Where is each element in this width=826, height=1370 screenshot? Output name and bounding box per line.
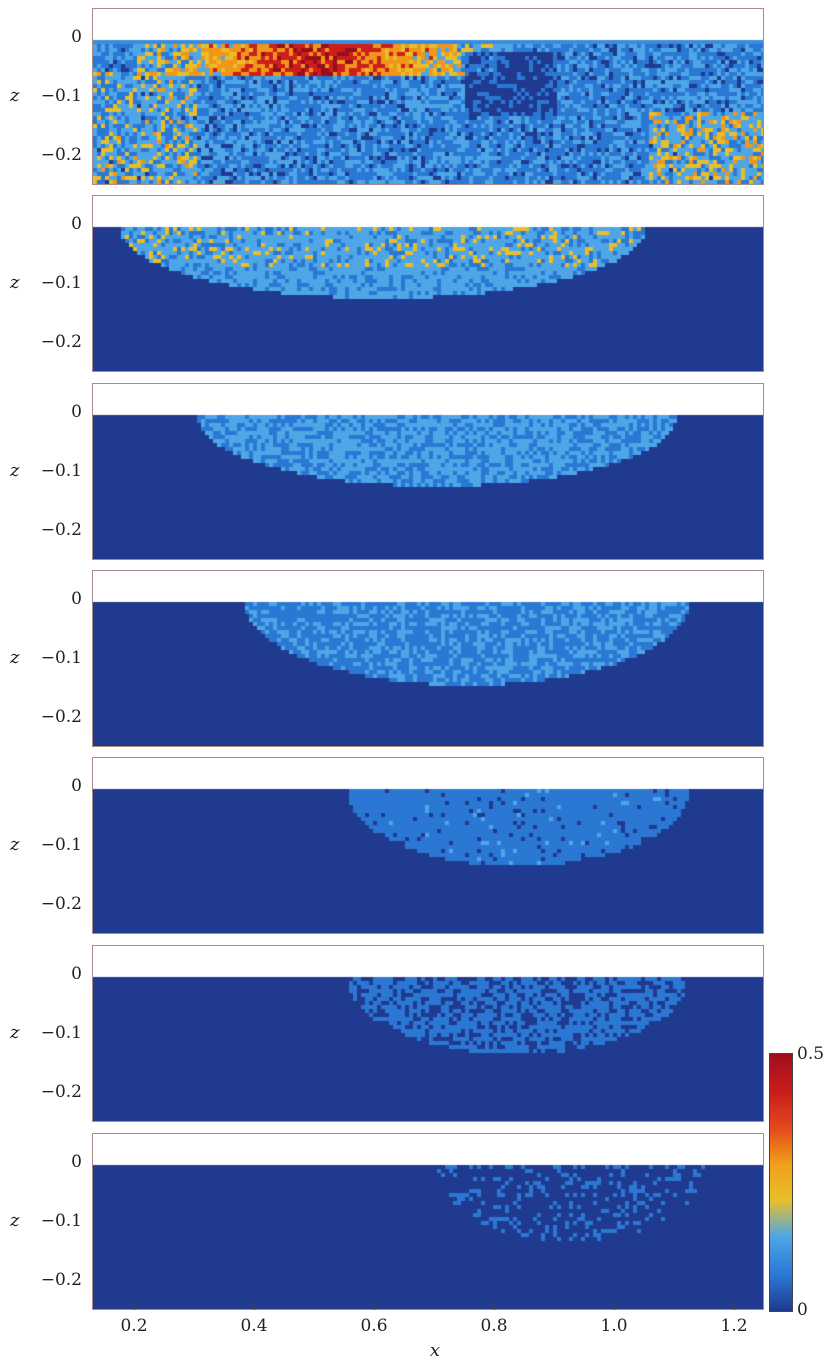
x-tick-mark xyxy=(134,1304,135,1310)
y-tick-label: −0.1 xyxy=(40,647,82,668)
y-tick-label: −0.2 xyxy=(40,519,82,540)
y-tick-label: 0 xyxy=(71,588,82,609)
x-axis-label: x xyxy=(429,1340,441,1361)
y-tick-label: −0.1 xyxy=(40,272,82,293)
colorbar xyxy=(769,1053,793,1312)
y-axis-label: z xyxy=(10,1021,20,1043)
y-tick-label: −0.1 xyxy=(40,1022,82,1043)
y-tick-label: −0.1 xyxy=(40,834,82,855)
heatmap-cells-2 xyxy=(93,196,763,371)
y-tick-label: −0.2 xyxy=(40,706,82,727)
y-tick-label: 0 xyxy=(71,1151,82,1172)
heatmap-cells-6 xyxy=(93,946,763,1121)
y-tick-label: −0.2 xyxy=(40,1081,82,1102)
y-tick-label: −0.2 xyxy=(40,144,82,165)
heatmap-panel-6 xyxy=(92,945,764,1122)
y-tick-label: −0.2 xyxy=(40,1269,82,1290)
y-tick-label: −0.1 xyxy=(40,1210,82,1231)
y-axis-label: z xyxy=(10,271,20,293)
y-tick-label: 0 xyxy=(71,213,82,234)
y-axis-label: z xyxy=(10,646,20,668)
heatmap-cells-1 xyxy=(93,9,763,184)
y-tick-label: −0.2 xyxy=(40,893,82,914)
heatmap-cells-5 xyxy=(93,758,763,933)
y-tick-label: 0 xyxy=(71,963,82,984)
y-tick-label: 0 xyxy=(71,401,82,422)
heatmap-cells-4 xyxy=(93,571,763,746)
y-tick-label: 0 xyxy=(71,775,82,796)
heatmap-panel-4 xyxy=(92,570,764,747)
x-tick-label: 1.0 xyxy=(600,1316,628,1336)
heatmap-panel-7 xyxy=(92,1133,764,1310)
y-tick-label: 0 xyxy=(71,26,82,47)
x-tick-label: 0.6 xyxy=(360,1316,388,1336)
y-axis-label: z xyxy=(10,84,20,106)
x-tick-mark xyxy=(374,1304,375,1310)
heatmap-panel-3 xyxy=(92,383,764,560)
x-tick-mark xyxy=(254,1304,255,1310)
x-tick-label: 0.4 xyxy=(240,1316,268,1336)
y-tick-label: −0.2 xyxy=(40,331,82,352)
heatmap-cells-3 xyxy=(93,384,763,559)
heatmap-panel-1 xyxy=(92,8,764,185)
colorbar-min-label: 0 xyxy=(797,1300,808,1320)
heatmap-panel-2 xyxy=(92,195,764,372)
y-axis-label: z xyxy=(10,833,20,855)
x-tick-label: 0.2 xyxy=(120,1316,148,1336)
heatmap-cells-7 xyxy=(93,1134,763,1309)
colorbar-max-label: 0.5 xyxy=(797,1044,825,1064)
x-tick-mark xyxy=(614,1304,615,1310)
y-tick-label: −0.1 xyxy=(40,85,82,106)
heatmap-panel-5 xyxy=(92,757,764,934)
y-tick-label: −0.1 xyxy=(40,460,82,481)
y-axis-label: z xyxy=(10,459,20,481)
x-tick-mark xyxy=(734,1304,735,1310)
y-axis-label: z xyxy=(10,1209,20,1231)
x-tick-mark xyxy=(494,1304,495,1310)
x-tick-label: 0.8 xyxy=(480,1316,508,1336)
x-tick-label: 1.2 xyxy=(720,1316,748,1336)
